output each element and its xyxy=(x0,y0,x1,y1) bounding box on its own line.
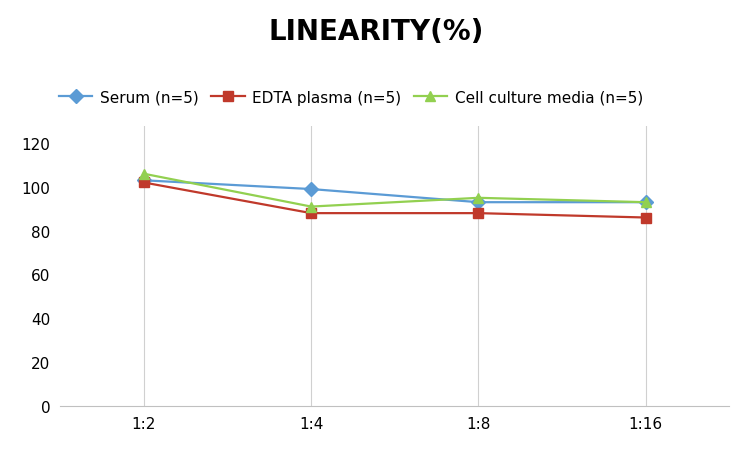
Cell culture media (n=5) xyxy=(139,172,148,177)
EDTA plasma (n=5) xyxy=(307,211,316,216)
Serum (n=5) xyxy=(139,178,148,184)
Legend: Serum (n=5), EDTA plasma (n=5), Cell culture media (n=5): Serum (n=5), EDTA plasma (n=5), Cell cul… xyxy=(53,84,649,111)
Cell culture media (n=5) xyxy=(307,204,316,210)
Line: Cell culture media (n=5): Cell culture media (n=5) xyxy=(139,170,650,212)
EDTA plasma (n=5) xyxy=(641,215,650,221)
Serum (n=5) xyxy=(307,187,316,192)
Line: Serum (n=5): Serum (n=5) xyxy=(139,176,650,207)
EDTA plasma (n=5) xyxy=(474,211,483,216)
Text: LINEARITY(%): LINEARITY(%) xyxy=(268,18,484,46)
Cell culture media (n=5) xyxy=(641,200,650,206)
Serum (n=5) xyxy=(641,200,650,206)
EDTA plasma (n=5) xyxy=(139,180,148,186)
Line: EDTA plasma (n=5): EDTA plasma (n=5) xyxy=(139,178,650,223)
Cell culture media (n=5) xyxy=(474,196,483,201)
Serum (n=5) xyxy=(474,200,483,206)
